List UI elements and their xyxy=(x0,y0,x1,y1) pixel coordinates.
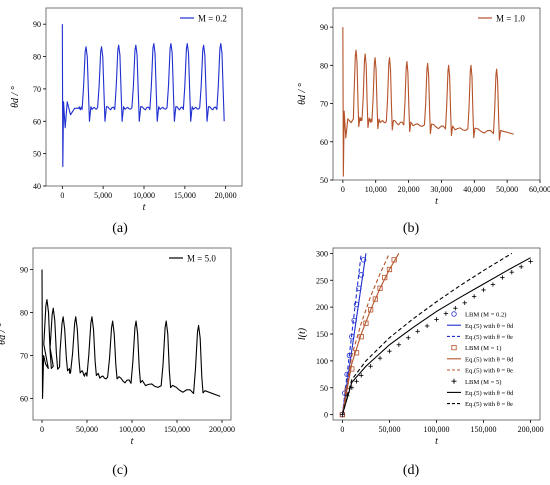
x-tick-label: 40,000 xyxy=(463,185,485,194)
legend-entry: Eq.(5) with θ = θe xyxy=(465,334,513,341)
series-line xyxy=(341,253,367,415)
series-line xyxy=(341,257,531,415)
y-tick-label: 90 xyxy=(33,20,41,29)
x-tick-label: 0 xyxy=(60,191,64,200)
x-tick-label: 50,000 xyxy=(496,185,518,194)
x-tick-label: 5,000 xyxy=(94,191,112,200)
plot-frame xyxy=(332,7,541,181)
x-tick-label: 15,000 xyxy=(174,191,196,200)
y-tick-label: 200 xyxy=(316,303,328,312)
y-tick-label: 150 xyxy=(316,330,328,339)
y-tick-label: 90 xyxy=(320,23,328,32)
plot-frame xyxy=(32,247,232,421)
y-tick-label: 70 xyxy=(20,352,28,361)
legend-entry: LBM (M = 5) xyxy=(465,379,502,386)
panel-label: (d) xyxy=(403,463,420,478)
x-tick-label: 100,000 xyxy=(424,425,450,434)
y-tick-label: 50 xyxy=(320,176,328,185)
legend-entry: Eq.(5) with θ = θe xyxy=(465,401,513,408)
legend-entry: LBM (M = 1) xyxy=(465,345,502,352)
data-point xyxy=(372,296,378,302)
x-tick-label: 100,000 xyxy=(119,425,145,434)
data-layer xyxy=(61,24,225,168)
x-tick-label: 20,000 xyxy=(215,191,237,200)
panel-label: (c) xyxy=(112,463,128,478)
y-tick-label: 80 xyxy=(320,61,328,70)
x-tick-label: 0 xyxy=(341,185,345,194)
x-tick-label: 30,000 xyxy=(430,185,452,194)
legend-entry: Eq.(5) with θ = θd xyxy=(465,356,514,363)
data-point xyxy=(360,257,367,263)
x-axis-label: t xyxy=(435,436,438,447)
x-axis-label: t xyxy=(143,202,146,213)
data-layer xyxy=(339,252,533,418)
panel-c: 0 50,000 100,000 150,000 200,000 60 70 80 90 t θd … xyxy=(0,247,235,447)
x-tick-label: 0 xyxy=(40,425,44,434)
data-point xyxy=(358,272,364,278)
panel-d: 0 50,000 100,000 150,000 200,000 0 50 100 150 200… xyxy=(297,247,544,447)
y-tick-label: 80 xyxy=(33,53,41,62)
x-axis-label: t xyxy=(435,196,438,207)
y-tick-label: 80 xyxy=(20,309,28,318)
series-line xyxy=(41,269,221,400)
legend-swatch xyxy=(451,311,457,317)
series-line xyxy=(342,27,514,177)
y-tick-label: 60 xyxy=(20,395,28,404)
data-layer xyxy=(41,269,221,400)
data-point xyxy=(368,307,374,313)
y-tick-label: 90 xyxy=(20,266,28,275)
panel-label: (a) xyxy=(112,221,128,236)
y-tick-label: 100 xyxy=(316,357,328,366)
data-point xyxy=(353,350,360,356)
x-tick-label: 150,000 xyxy=(164,425,190,434)
legend-entry: Eq.(5) with θ = θd xyxy=(465,390,514,397)
y-tick-label: 50 xyxy=(320,384,328,393)
x-tick-label: 50,000 xyxy=(378,425,400,434)
x-tick-label: 0 xyxy=(340,425,344,434)
panel-b: 0 10,000 20,000 30,000 40,000 50,000 60,000 50 6… xyxy=(297,7,550,207)
panel-a: 0 5,000 10,000 15,000 20,000 40 50 60 70 80 90 t θd … xyxy=(10,7,243,213)
y-tick-label: 40 xyxy=(33,182,41,191)
x-tick-label: 10,000 xyxy=(365,185,387,194)
series-line xyxy=(341,253,400,415)
x-axis-label: t xyxy=(131,436,134,447)
panel-label: (b) xyxy=(403,221,420,236)
legend-entry: M = 1.0 xyxy=(496,14,525,24)
x-tick-label: 200,000 xyxy=(209,425,235,434)
x-tick-label: 150,000 xyxy=(471,425,497,434)
legend-entry: Eq.(5) with θ = θd xyxy=(465,323,514,330)
legend-swatch xyxy=(451,344,457,351)
y-axis-label: θd / ° xyxy=(297,83,308,105)
x-tick-label: 60,000 xyxy=(529,185,550,194)
y-tick-label: 60 xyxy=(320,138,328,147)
y-axis-label: θd / ° xyxy=(0,323,8,345)
x-tick-label: 200,000 xyxy=(518,425,544,434)
legend-entry: M = 5.0 xyxy=(187,254,216,264)
data-point xyxy=(377,285,383,291)
x-tick-label: 10,000 xyxy=(133,191,155,200)
data-layer xyxy=(342,27,514,177)
series-line xyxy=(61,24,225,168)
legend-entry: Eq.(5) with θ = θe xyxy=(465,368,513,375)
y-axis-label: l(t) xyxy=(297,327,308,340)
y-tick-label: 60 xyxy=(33,117,41,126)
y-tick-label: 300 xyxy=(316,249,328,258)
y-axis-label: θd / ° xyxy=(10,86,21,108)
series-line xyxy=(341,253,362,415)
y-tick-label: 70 xyxy=(33,85,41,94)
y-tick-label: 70 xyxy=(320,100,328,109)
legend-entry: LBM (M = 0.2) xyxy=(465,312,506,319)
plot-frame xyxy=(45,7,243,187)
y-tick-label: 0 xyxy=(324,411,328,420)
legend-entry: M = 0.2 xyxy=(198,14,227,24)
x-tick-label: 20,000 xyxy=(398,185,420,194)
series-line xyxy=(341,253,390,415)
x-tick-label: 50,000 xyxy=(76,425,98,434)
data-point xyxy=(386,266,393,273)
y-tick-label: 250 xyxy=(316,276,328,285)
y-tick-label: 50 xyxy=(33,150,41,159)
